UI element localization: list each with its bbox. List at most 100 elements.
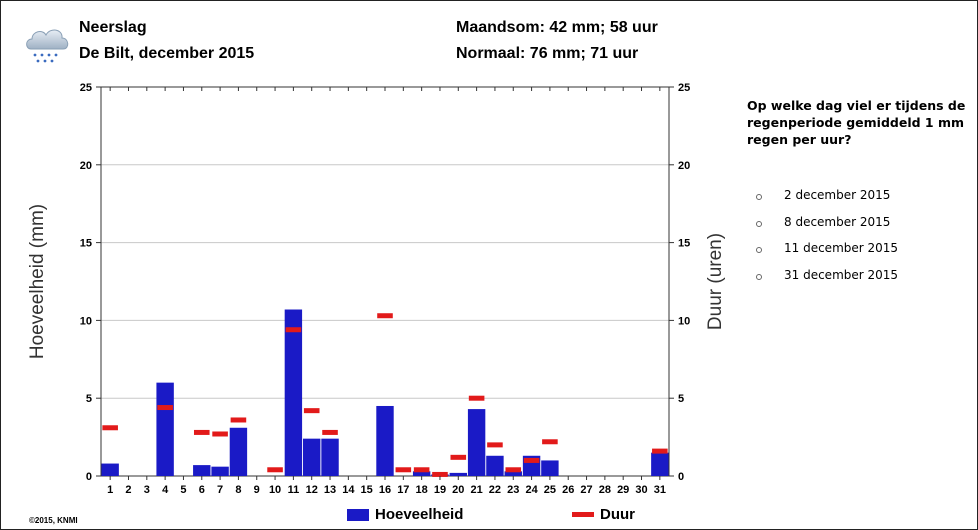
y2-tick-label: 0 (678, 471, 684, 483)
bar-day-1 (101, 463, 119, 476)
y-tick-label: 0 (86, 471, 92, 483)
x-tick-label: 3 (144, 484, 150, 496)
radio-icon[interactable] (756, 247, 762, 253)
x-tick-label: 27 (580, 484, 592, 496)
legend-amount: Hoeveelheid (347, 506, 463, 523)
option-label: 31 december 2015 (784, 267, 899, 282)
duration-marker-day-1 (102, 425, 118, 431)
bar-day-22 (486, 455, 504, 476)
bar-day-16 (376, 405, 394, 476)
duration-marker-day-17 (395, 467, 412, 473)
x-tick-label: 5 (180, 484, 186, 496)
bar-day-7 (211, 466, 229, 476)
grid-lines (101, 164, 669, 399)
option-4[interactable]: 31 december 2015 (756, 268, 898, 295)
question-text: Op welke dag viel er tijdens de regenper… (747, 98, 966, 147)
duration-marker-day-23 (505, 467, 522, 473)
bar-day-31 (651, 452, 669, 476)
y-tick-label: 20 (80, 160, 92, 172)
x-tick-label: 15 (361, 484, 373, 496)
x-tick-label: 8 (235, 484, 241, 496)
bar-day-25 (541, 460, 559, 476)
rain-cloud-icon (26, 29, 69, 63)
bar-day-13 (321, 438, 339, 476)
x-tick-label: 22 (489, 484, 501, 496)
y-axis-label: Hoeveelheid (mm) (27, 204, 48, 359)
duration-marker-day-31 (652, 448, 668, 454)
duration-marker-day-21 (468, 395, 485, 401)
option-2[interactable]: 8 december 2015 (756, 215, 898, 242)
duration-marker-day-22 (487, 442, 503, 448)
bar-day-6 (193, 465, 211, 476)
chart-subtitle: De Bilt, december 2015 (79, 45, 255, 62)
y2-tick-label: 10 (678, 315, 690, 327)
bar-series (101, 309, 669, 476)
duration-marker-day-18 (413, 467, 430, 473)
y2-tick-label: 15 (678, 238, 690, 250)
answer-options: 2 december 2015 8 december 2015 11 decem… (756, 188, 898, 294)
x-tick-label: 16 (379, 484, 391, 496)
x-tick-label: 10 (269, 484, 281, 496)
x-tick-label: 31 (654, 484, 666, 496)
radio-icon[interactable] (756, 194, 762, 200)
duration-marker-day-4 (157, 405, 173, 411)
x-tick-label: 17 (397, 484, 409, 496)
x-tick-label: 20 (452, 484, 464, 496)
bar-day-11 (284, 309, 303, 476)
option-1[interactable]: 2 december 2015 (756, 188, 898, 215)
bar-day-21 (467, 409, 486, 476)
x-tick-label: 11 (288, 484, 300, 496)
duration-marker-day-8 (230, 417, 247, 423)
x-tick-label: 23 (507, 484, 519, 496)
y2-tick-label: 20 (678, 160, 690, 172)
duration-marker-day-19 (432, 471, 448, 477)
duration-marker-day-10 (267, 467, 283, 473)
legend-duration: Duur (572, 506, 635, 523)
monthly-sum: Maandsom: 42 mm; 58 uur (456, 19, 658, 36)
x-tick-label: 29 (617, 484, 629, 496)
duration-marker-day-6 (193, 429, 210, 435)
bar-day-23 (504, 471, 522, 476)
radio-icon[interactable] (756, 220, 762, 227)
duration-marker-day-7 (212, 431, 228, 437)
x-tick-label: 30 (635, 484, 647, 496)
x-tick-label: 18 (416, 484, 428, 496)
x-tick-label: 13 (324, 484, 336, 496)
y-tick-label: 25 (80, 82, 92, 94)
bar-day-12 (303, 438, 321, 476)
x-tick-label: 26 (562, 484, 574, 496)
copyright: ©2015, KNMI (29, 516, 78, 525)
x-tick-label: 6 (199, 484, 205, 496)
duration-marker-day-13 (322, 429, 338, 435)
duration-marker-day-16 (377, 313, 393, 319)
bar-day-4 (156, 382, 174, 476)
bar-day-18 (412, 471, 431, 476)
option-3[interactable]: 11 december 2015 (756, 241, 898, 268)
x-tick-label: 1 (107, 484, 113, 496)
x-tick-label: 14 (342, 484, 355, 496)
chart-title: Neerslag (79, 19, 147, 36)
legend-line-swatch (572, 512, 594, 517)
y-tick-label: 5 (86, 393, 92, 405)
legend-amount-label: Hoeveelheid (375, 506, 464, 523)
y-tick-label: 10 (80, 315, 92, 327)
radio-icon[interactable] (756, 273, 762, 280)
y-tick-label: 15 (80, 238, 92, 250)
duration-marker-day-20 (450, 454, 467, 460)
legend-bar-swatch (347, 508, 369, 521)
x-tick-label: 12 (306, 484, 318, 496)
duration-marker-day-11 (285, 327, 302, 333)
duration-series (102, 313, 668, 477)
legend-duration-label: Duur (600, 506, 635, 523)
bar-day-8 (229, 427, 248, 476)
x-tick-label: 28 (599, 484, 611, 496)
x-tick-label: 2 (125, 484, 131, 496)
x-tick-label: 24 (525, 484, 538, 496)
chart-header: Neerslag De Bilt, december 2015 Maandsom… (1, 1, 741, 81)
y2-axis-label: Duur (uren) (705, 233, 726, 330)
x-tick-label: 4 (162, 484, 169, 496)
option-label: 11 december 2015 (784, 241, 899, 255)
